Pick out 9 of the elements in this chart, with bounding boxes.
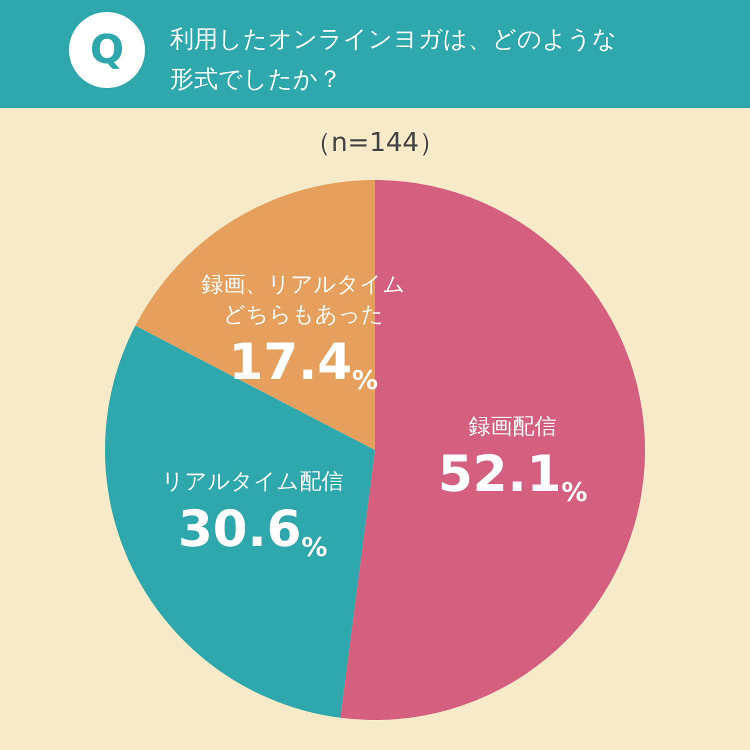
chart-subtitle: （n=144） (305, 128, 445, 158)
slice-label: 録画配信 (468, 414, 557, 440)
data-label: 17.4% (228, 333, 378, 396)
data-label: 30.6% (178, 500, 328, 563)
data-label: 52.1% (438, 444, 588, 508)
chart-title: 利用したオンラインヨガは、どのような形式でしたか？ (170, 25, 617, 93)
text: Q (90, 27, 124, 73)
slice-label: リアルタイム配信 (162, 469, 344, 494)
slice-label: 録画、リアルタイムどちらもあった (201, 272, 406, 328)
